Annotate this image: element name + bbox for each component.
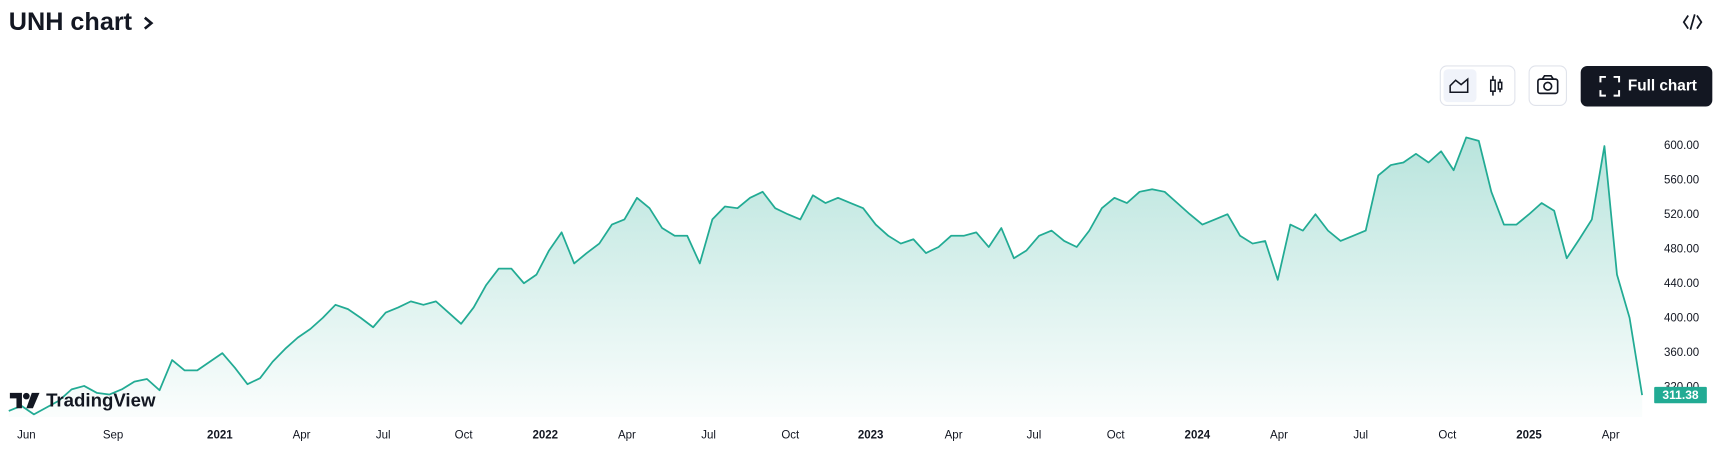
area-fill: [8, 137, 1643, 417]
title[interactable]: UNH chart: [9, 8, 133, 36]
y-tick-label: 480.00: [1664, 244, 1699, 256]
price-line: [8, 136, 1643, 416]
x-tick-label: Oct: [455, 430, 474, 442]
y-tick-label: 400.00: [1664, 313, 1699, 325]
x-tick-label: Oct: [1107, 430, 1126, 442]
x-tick-label: Jul: [701, 430, 716, 442]
y-tick-label: 560.00: [1664, 175, 1699, 187]
candle-style-button[interactable]: [1489, 75, 1503, 96]
fullscreen-icon: [1599, 75, 1621, 97]
x-tick-label: 2021: [207, 430, 233, 442]
x-tick-label: Jul: [376, 430, 391, 442]
x-tick-label: Jul: [1353, 430, 1368, 442]
x-tick-label: 2024: [1185, 430, 1211, 442]
embed-code-icon[interactable]: [1682, 14, 1703, 31]
x-tick-label: Apr: [1602, 430, 1620, 442]
x-tick-label: Apr: [945, 430, 963, 442]
x-tick-label: 2022: [532, 430, 558, 442]
area-icon: [1449, 77, 1469, 94]
x-tick-label: Oct: [1438, 430, 1457, 442]
x-tick-label: Oct: [781, 430, 800, 442]
x-tick-label: Apr: [618, 430, 636, 442]
x-tick-label: Apr: [293, 430, 311, 442]
area-style-button[interactable]: [1443, 69, 1477, 103]
logo-text[interactable]: TradingView: [46, 390, 156, 411]
x-tick-label: Jun: [17, 430, 36, 442]
y-tick-label: 520.00: [1664, 209, 1699, 221]
x-tick-label: 2023: [858, 430, 884, 442]
last-price-tag: [1654, 386, 1707, 404]
snapshot-button[interactable]: [1528, 65, 1567, 106]
last-price-label: 311.38: [1662, 388, 1698, 402]
tradingview-logo[interactable]: TradingView: [9, 390, 156, 411]
x-tick-label: Sep: [103, 430, 123, 442]
full-chart-label[interactable]: Full chart: [1628, 77, 1697, 94]
x-tick-label: Apr: [1270, 430, 1288, 442]
title-chevron[interactable]: [143, 16, 154, 30]
camera-icon: [1537, 75, 1559, 95]
y-tick-label: 440.00: [1664, 278, 1699, 290]
x-tick-label: 2025: [1516, 430, 1542, 442]
plot: 320.00360.00400.00440.00480.00520.00560.…: [8, 136, 1707, 442]
y-tick-label: 360.00: [1664, 347, 1699, 359]
x-tick-label: Jul: [1027, 430, 1042, 442]
y-tick-label: 600.00: [1664, 140, 1699, 152]
